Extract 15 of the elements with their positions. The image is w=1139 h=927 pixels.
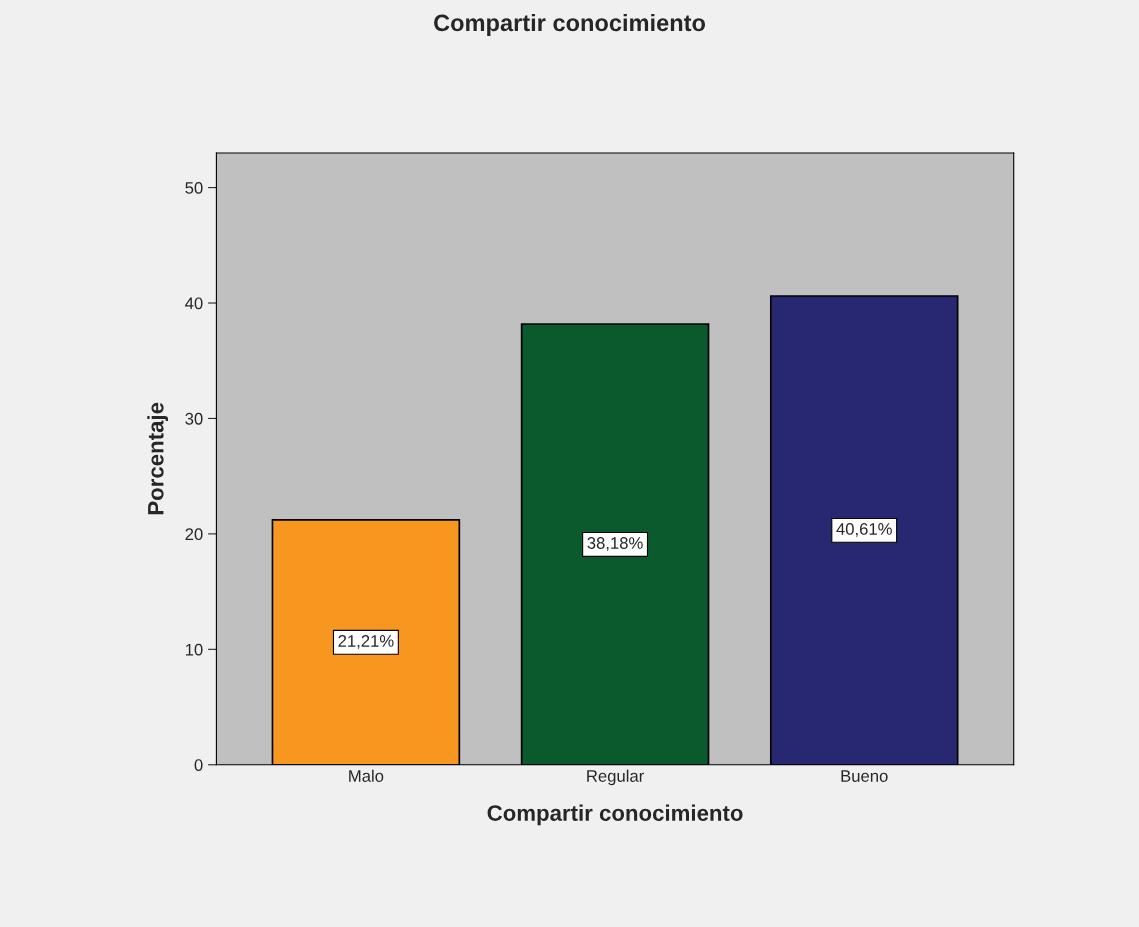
data-label: 40,61% [836,523,892,537]
y-axis-title: Porcentaje [147,402,169,515]
y-tick-label: 30 [185,412,203,425]
y-tick-label: 40 [185,297,203,310]
y-tick-label: 0 [194,759,203,771]
data-label: 38,18% [587,537,643,551]
data-label: 21,21% [338,635,394,649]
y-tick-label: 10 [185,643,203,656]
x-tick-label: Malo [349,769,384,782]
x-axis-title: Compartir conocimiento [487,804,743,826]
chart-title: Compartir conocimiento [434,13,706,36]
y-tick-label: 20 [185,528,203,541]
x-tick-label: Regular [587,769,644,786]
y-tick-label: 50 [185,181,203,194]
x-tick-label: Bueno [841,770,888,782]
